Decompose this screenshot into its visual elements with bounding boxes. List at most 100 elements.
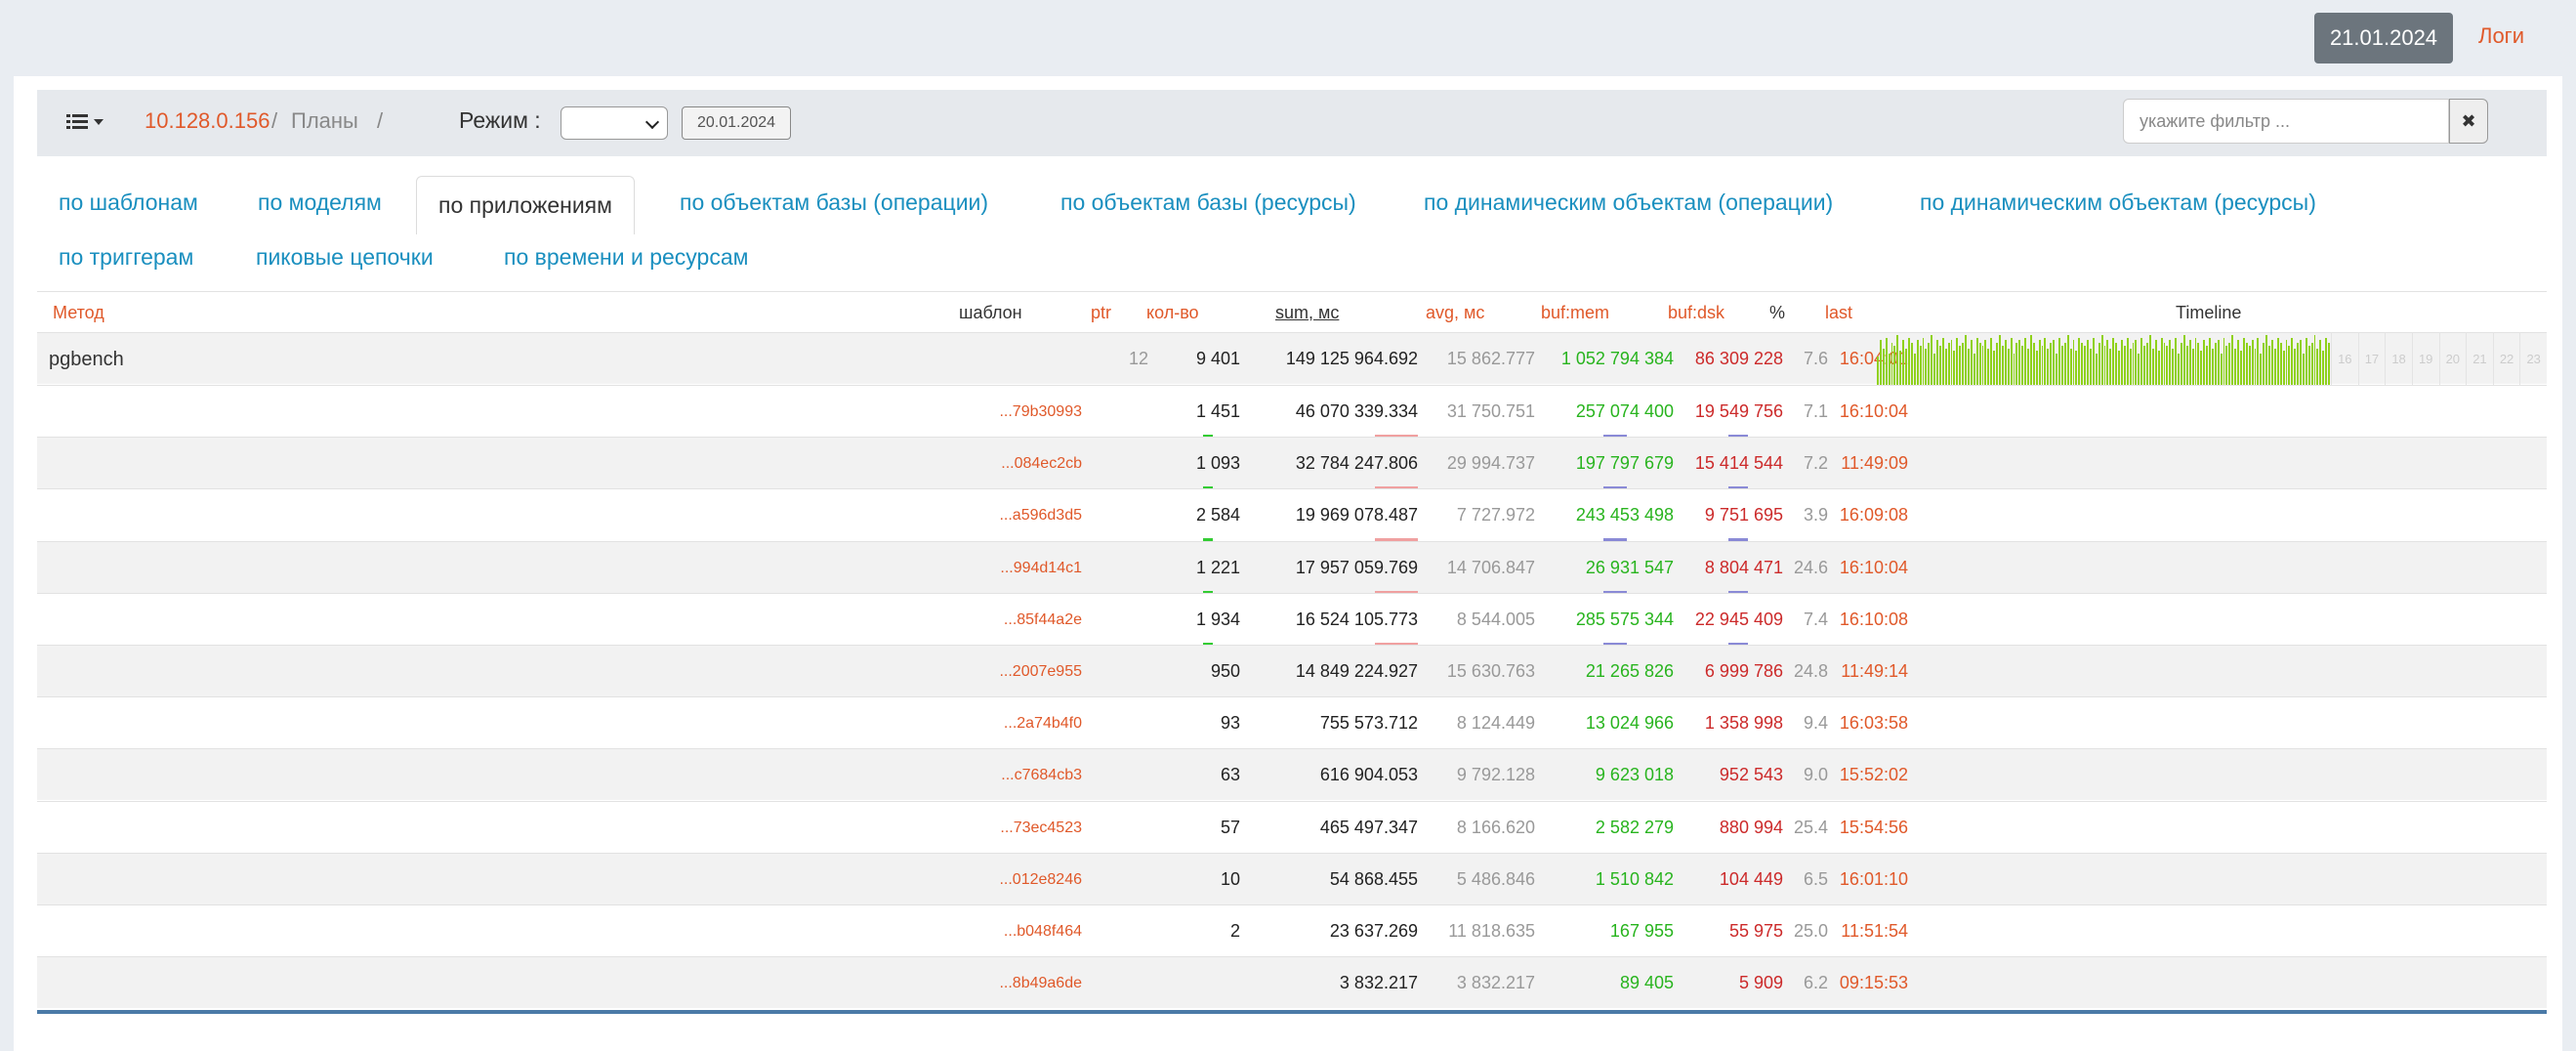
column-header-pct[interactable]: % xyxy=(1769,303,1786,322)
timeline-bar xyxy=(2151,348,2154,386)
timeline-bar xyxy=(2072,340,2075,386)
row-template[interactable]: ...a596d3d5 xyxy=(999,507,1082,525)
tab-templates[interactable]: по шаблонам xyxy=(59,189,198,215)
tab-applications[interactable]: по приложениям xyxy=(416,176,635,234)
date-badge[interactable]: 21.01.2024 xyxy=(2314,13,2453,63)
row-template[interactable]: ...c7684cb3 xyxy=(1001,767,1082,784)
table-row[interactable]: ...b048f464 2 23 637.269 11 818.635 167 955 5… xyxy=(37,904,2547,956)
column-header-method[interactable]: Метод xyxy=(53,303,104,322)
row-indicator-mark xyxy=(1603,590,1627,594)
tab-triggers[interactable]: по триггерам xyxy=(59,244,194,270)
row-indicator-mark xyxy=(1728,642,1748,646)
table-row[interactable]: ...85f44a2e 1 934 16 524 105.773 8 544.005 2… xyxy=(37,592,2547,646)
timeline-bar xyxy=(1970,340,1973,386)
row-last: 15:54:56 xyxy=(1839,817,1908,837)
row-indicator-mark xyxy=(1728,486,1748,490)
logs-link[interactable]: Логи xyxy=(2478,23,2524,48)
timeline-bar xyxy=(2123,345,2126,386)
table-row[interactable]: ...012e8246 10 54 868.455 5 486.846 1 510 84… xyxy=(37,852,2547,904)
tab-db-objects-operations[interactable]: по объектам базы (операции) xyxy=(680,189,989,215)
row-indicator-mark xyxy=(1375,590,1418,594)
row-template[interactable]: ...2007e955 xyxy=(999,663,1082,680)
timeline-bar xyxy=(2197,343,2200,386)
table-row[interactable]: ...2007e955 950 14 849 224.927 15 630.763 21… xyxy=(37,645,2547,696)
breadcrumb-plans: Планы xyxy=(291,108,358,133)
mode-select[interactable] xyxy=(561,106,668,140)
row-avg: 31 750.751 xyxy=(1446,401,1535,421)
timeline-bar xyxy=(2129,348,2132,386)
row-last: 16:04:01 xyxy=(1839,349,1908,368)
row-template[interactable]: ...73ec4523 xyxy=(1000,819,1082,836)
table-row-summary[interactable]: pgbench 12 9 401 149 125 964.692 15 862.… xyxy=(37,332,2547,384)
tab-db-objects-resources[interactable]: по объектам базы (ресурсы) xyxy=(1060,189,1356,215)
column-header-sum[interactable]: sum, мс xyxy=(1275,303,1340,322)
timeline-bar xyxy=(2112,337,2115,386)
timeline-bar xyxy=(2029,334,2032,386)
row-sum: 16 524 105.773 xyxy=(1295,609,1418,629)
table-row[interactable]: ...73ec4523 57 465 497.347 8 166.620 2 582 2… xyxy=(37,800,2547,853)
table-row[interactable]: ...084ec2cb 1 093 32 784 247.806 29 994.737… xyxy=(37,437,2547,490)
table-row[interactable]: ...a596d3d5 2 584 19 969 078.487 7 727.972 2… xyxy=(37,488,2547,542)
timeline-bar xyxy=(1931,334,1933,386)
row-last: 16:09:08 xyxy=(1839,505,1908,526)
tab-dynamic-objects-operations[interactable]: по динамическим объектам (операции) xyxy=(1424,189,1834,215)
row-sum: 616 904.053 xyxy=(1319,765,1418,785)
row-template[interactable]: ...79b30993 xyxy=(999,403,1082,420)
column-header-buf-dsk[interactable]: buf:dsk xyxy=(1668,303,1725,322)
timeline-bar xyxy=(1885,337,1888,386)
filter-input[interactable] xyxy=(2123,99,2449,144)
timeline-hours: 16 17 18 19 20 21 22 23 xyxy=(2331,332,2547,386)
timeline-bar xyxy=(2021,345,2024,386)
row-avg: 3 832.217 xyxy=(1456,973,1535,993)
table-row[interactable]: ...79b30993 1 451 46 070 339.334 31 750.751… xyxy=(37,385,2547,438)
column-header-buf-mem[interactable]: buf:mem xyxy=(1541,303,1610,322)
row-buf-mem: 26 931 547 xyxy=(1585,557,1674,577)
row-pct: 6.2 xyxy=(1803,973,1828,993)
column-header-template[interactable]: шаблон xyxy=(959,303,1022,322)
timeline-bar xyxy=(2251,340,2254,386)
row-template[interactable]: ...85f44a2e xyxy=(1003,610,1082,628)
timeline-bar xyxy=(2024,337,2027,386)
row-avg: 15 630.763 xyxy=(1446,661,1535,681)
date-input[interactable]: 20.01.2024 xyxy=(682,106,791,140)
table-row[interactable]: ...2a74b4f0 93 755 573.712 8 124.449 13 024 … xyxy=(37,696,2547,748)
timeline-bar xyxy=(2211,348,2214,386)
row-count: 2 xyxy=(1229,921,1240,941)
row-template[interactable]: ...994d14c1 xyxy=(1000,559,1082,576)
table-row[interactable]: ...994d14c1 1 221 17 957 059.769 14 706.847… xyxy=(37,540,2547,594)
table-row[interactable]: ...c7684cb3 63 616 904.053 9 792.128 9 623 0… xyxy=(37,748,2547,801)
row-last: 09:15:53 xyxy=(1839,973,1908,993)
column-header-last[interactable]: last xyxy=(1825,303,1853,322)
table-row[interactable]: ...8b49a6de 3 832.217 3 832.217 89 405 5 909… xyxy=(37,956,2547,1009)
row-template[interactable]: ...084ec2cb xyxy=(1001,455,1082,473)
column-header-ptr[interactable]: ptr xyxy=(1091,303,1112,322)
breadcrumb-ip[interactable]: 10.128.0.156 xyxy=(145,108,270,133)
column-header-avg[interactable]: avg, мс xyxy=(1426,303,1485,322)
row-template[interactable]: ...2a74b4f0 xyxy=(1003,715,1082,733)
row-indicator-mark xyxy=(1728,538,1748,542)
timeline-bar xyxy=(2313,334,2316,386)
timeline-bar xyxy=(1888,354,1890,386)
tab-time-resources[interactable]: по времени и ресурсам xyxy=(504,244,749,270)
tab-dynamic-objects-resources[interactable]: по динамическим объектам (ресурсы) xyxy=(1920,189,2316,215)
clear-filter-button[interactable]: ✖ xyxy=(2449,99,2488,144)
tab-peak-chains[interactable]: пиковые цепочки xyxy=(256,244,434,270)
row-last: 16:10:08 xyxy=(1839,609,1908,629)
list-menu-button[interactable] xyxy=(66,109,115,135)
timeline-bar xyxy=(2191,348,2194,386)
row-template[interactable]: ...012e8246 xyxy=(999,870,1082,888)
timeline-bar xyxy=(2120,340,2123,386)
timeline-bar xyxy=(2109,348,2112,386)
tab-models[interactable]: по моделям xyxy=(258,189,382,215)
row-template[interactable]: ...b048f464 xyxy=(1003,923,1082,940)
timeline-hour-label: 20 xyxy=(2438,332,2467,386)
row-buf-dsk: 86 309 228 xyxy=(1694,349,1783,368)
row-sum: 46 070 339.334 xyxy=(1295,401,1418,421)
timeline-bar xyxy=(2115,343,2118,386)
timeline-bar xyxy=(1978,343,1981,386)
timeline-bar xyxy=(2084,345,2087,386)
timeline-bar xyxy=(2050,343,2053,386)
column-header-count[interactable]: кол-во xyxy=(1146,303,1199,322)
row-indicator-mark xyxy=(1603,435,1627,438)
row-template[interactable]: ...8b49a6de xyxy=(999,975,1082,992)
